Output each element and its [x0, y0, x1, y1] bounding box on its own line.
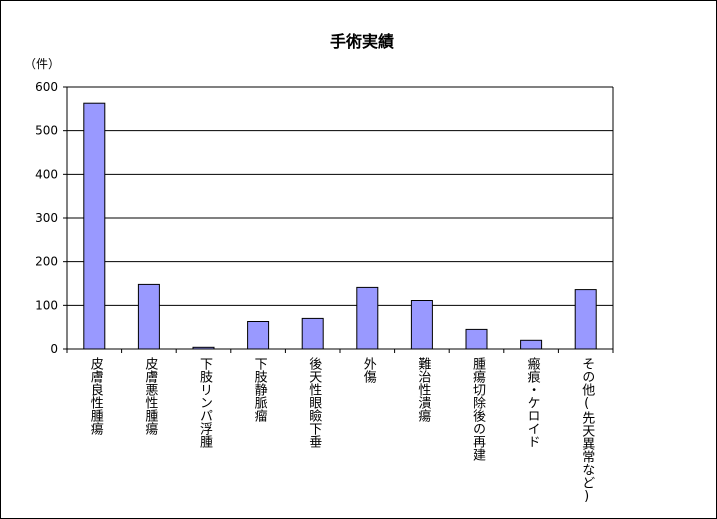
chart-title: 手術実績 [330, 32, 394, 51]
y-tick-label: 300 [35, 211, 58, 225]
bar-5 [301, 317, 324, 350]
bar-8 [465, 328, 488, 350]
bar-1 [83, 102, 106, 350]
bar-9 [520, 339, 543, 350]
x-category-label: 皮膚良性腫瘍 [88, 357, 104, 436]
y-tick-label: 500 [35, 124, 58, 138]
x-category-label: 腫瘍切除後の再建 [470, 356, 486, 462]
x-category-label: 下肢静脈瘤 [252, 357, 268, 423]
bar-10 [574, 289, 597, 350]
x-category-label: 下肢リンパ浮腫 [197, 357, 213, 449]
bar-7 [410, 300, 433, 350]
y-tick-label: 0 [50, 342, 58, 356]
x-category-label: 後天性眼瞼下垂 [306, 357, 322, 448]
bar-4 [247, 321, 270, 350]
y-tick-label: 600 [35, 80, 58, 94]
bar-2 [137, 283, 160, 350]
x-category-label: 外傷 [361, 357, 377, 384]
x-category-label: その他(先天異常など) [579, 357, 595, 504]
plot-area: 0 100 200 300 400 500 600 皮膚良性腫瘍 皮膚悪性腫瘍 下肢リンパ浮腫 下肢… [35, 80, 614, 504]
x-category-label: 難治性潰瘍 [415, 357, 431, 423]
x-category-label: 瘢痕・ケロイド [525, 356, 541, 448]
bar-6 [356, 286, 379, 350]
y-tick-label: 400 [35, 167, 58, 181]
y-tick-label: 200 [35, 255, 58, 269]
x-category-label: 皮膚悪性腫瘍 [142, 357, 158, 436]
y-tick-label: 100 [35, 298, 58, 312]
y-axis-unit-label: （件） [24, 57, 60, 71]
